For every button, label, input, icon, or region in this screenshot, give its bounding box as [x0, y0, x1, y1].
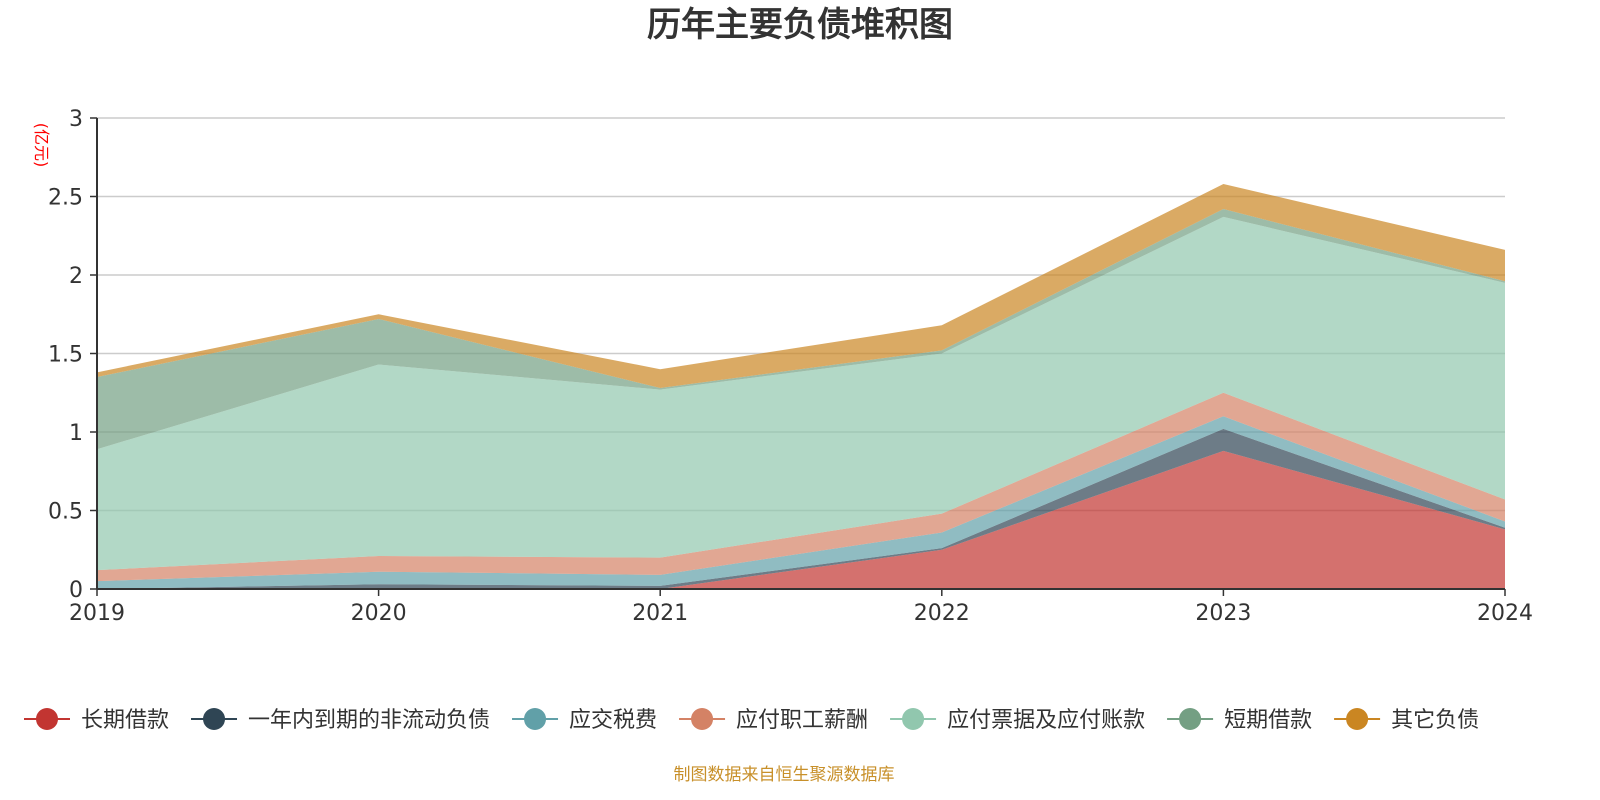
y-tick-label: 0.5 — [48, 500, 83, 525]
legend-item-7: 其它负债 — [1334, 708, 1479, 733]
x-tick-label: 2019 — [69, 601, 125, 626]
legend-marker — [691, 708, 714, 730]
series-area-2 — [97, 428, 1505, 589]
series-areas — [97, 183, 1505, 589]
x-tick-label: 2023 — [1195, 601, 1251, 626]
legend-label: 长期借款 — [81, 708, 169, 733]
series-area-1 — [97, 450, 1505, 589]
series-area-5 — [97, 216, 1505, 571]
legend-marker — [1179, 708, 1202, 730]
legend-item-6: 短期借款 — [1167, 708, 1312, 733]
legend: 长期借款 一年内到期的非流动负债 应交税费 应付职工薪酬 应付票据及应付账款 短期借款 其它… — [24, 708, 1479, 733]
legend-marker — [1346, 708, 1369, 730]
legend-item-2: 一年内到期的非流动负债 — [191, 708, 490, 733]
y-tick-label: 0 — [69, 578, 83, 603]
legend-marker — [902, 708, 925, 730]
series-area-6 — [97, 209, 1505, 450]
series-area-7 — [97, 183, 1505, 389]
legend-item-3: 应交税费 — [512, 708, 657, 733]
x-tick-label: 2020 — [351, 601, 407, 626]
y-tick-label: 2.5 — [48, 186, 83, 211]
legend-item-1: 长期借款 — [24, 708, 169, 733]
y-tick-label: 2 — [69, 264, 83, 289]
x-tick-label: 2022 — [914, 601, 970, 626]
legend-label: 其它负债 — [1391, 708, 1479, 733]
legend-marker — [203, 708, 226, 730]
legend-label: 应付职工薪酬 — [736, 708, 868, 733]
legend-label: 一年内到期的非流动负债 — [248, 708, 490, 733]
legend-marker — [524, 708, 547, 730]
legend-item-5: 应付票据及应付账款 — [890, 708, 1145, 733]
legend-item-4: 应付职工薪酬 — [679, 708, 868, 733]
chart-title: 历年主要负债堆积图 — [647, 5, 953, 45]
x-tick-label: 2024 — [1477, 601, 1533, 626]
y-tick-label: 3 — [69, 107, 83, 132]
y-tick-label: 1 — [69, 421, 83, 446]
source-note: 制图数据来自恒生聚源数据库 — [674, 765, 895, 785]
legend-marker — [36, 708, 58, 730]
y-axis-label: (亿元) — [32, 123, 51, 168]
axes: 0 0.5 1 1.5 2 2.5 3 2019 2020 2021 2022 2023 2024 — [48, 107, 1533, 626]
legend-label: 短期借款 — [1224, 708, 1312, 733]
x-tick-label: 2021 — [632, 601, 688, 626]
series-area-4 — [97, 392, 1505, 582]
y-tick-label: 1.5 — [48, 343, 83, 368]
legend-label: 应交税费 — [569, 708, 657, 733]
legend-label: 应付票据及应付账款 — [947, 708, 1145, 733]
series-area-3 — [97, 416, 1505, 589]
